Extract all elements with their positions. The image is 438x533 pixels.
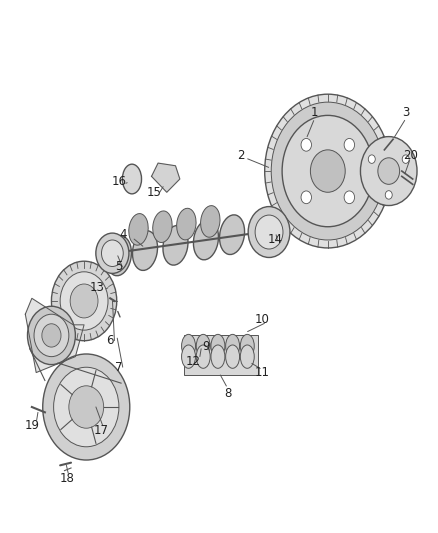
Ellipse shape — [211, 334, 225, 358]
Text: 15: 15 — [146, 186, 161, 199]
Ellipse shape — [53, 367, 119, 447]
Ellipse shape — [28, 306, 75, 365]
Ellipse shape — [240, 334, 254, 358]
Ellipse shape — [219, 215, 244, 255]
Ellipse shape — [196, 334, 210, 358]
Ellipse shape — [70, 284, 98, 318]
Ellipse shape — [132, 231, 158, 270]
Text: 12: 12 — [185, 356, 201, 368]
Ellipse shape — [43, 354, 130, 460]
Text: 5: 5 — [115, 260, 123, 273]
Ellipse shape — [201, 206, 220, 237]
Text: 9: 9 — [202, 340, 210, 352]
Text: 6: 6 — [106, 334, 114, 347]
Circle shape — [301, 139, 311, 151]
Circle shape — [344, 191, 355, 204]
Ellipse shape — [211, 345, 225, 368]
Ellipse shape — [96, 233, 129, 273]
Circle shape — [344, 139, 355, 151]
Ellipse shape — [106, 236, 131, 276]
Ellipse shape — [271, 102, 385, 240]
Text: 7: 7 — [115, 361, 123, 374]
Polygon shape — [25, 298, 84, 373]
Ellipse shape — [34, 314, 69, 357]
Text: 8: 8 — [224, 387, 231, 400]
Ellipse shape — [226, 334, 240, 358]
Ellipse shape — [282, 115, 374, 227]
Text: 19: 19 — [25, 419, 39, 432]
Text: 3: 3 — [403, 106, 410, 119]
Ellipse shape — [240, 345, 254, 368]
Ellipse shape — [378, 158, 399, 184]
Ellipse shape — [122, 164, 141, 194]
Ellipse shape — [360, 136, 417, 206]
Ellipse shape — [182, 334, 195, 358]
Ellipse shape — [194, 220, 219, 260]
Ellipse shape — [163, 225, 188, 265]
Text: 13: 13 — [90, 281, 105, 294]
Ellipse shape — [311, 150, 345, 192]
FancyBboxPatch shape — [184, 335, 258, 375]
Ellipse shape — [51, 261, 117, 341]
Ellipse shape — [226, 345, 240, 368]
Ellipse shape — [177, 208, 196, 240]
Ellipse shape — [60, 272, 108, 330]
Text: 18: 18 — [59, 472, 74, 485]
Text: 14: 14 — [268, 233, 283, 246]
Ellipse shape — [102, 240, 123, 266]
Circle shape — [368, 155, 375, 164]
Circle shape — [301, 191, 311, 204]
Text: 16: 16 — [111, 175, 127, 188]
Text: 11: 11 — [255, 366, 270, 379]
Ellipse shape — [265, 94, 391, 248]
Circle shape — [402, 155, 409, 164]
Text: 10: 10 — [255, 313, 270, 326]
Ellipse shape — [255, 215, 283, 249]
Ellipse shape — [69, 386, 104, 428]
Ellipse shape — [248, 207, 290, 257]
Text: 17: 17 — [94, 424, 109, 438]
Ellipse shape — [42, 324, 61, 347]
Circle shape — [385, 191, 392, 199]
Text: 2: 2 — [237, 149, 244, 161]
Text: 4: 4 — [120, 228, 127, 241]
Text: 20: 20 — [403, 149, 418, 161]
Text: 1: 1 — [311, 106, 318, 119]
Ellipse shape — [153, 211, 172, 243]
Ellipse shape — [196, 345, 210, 368]
Polygon shape — [152, 163, 180, 192]
Ellipse shape — [129, 214, 148, 245]
Ellipse shape — [182, 345, 195, 368]
